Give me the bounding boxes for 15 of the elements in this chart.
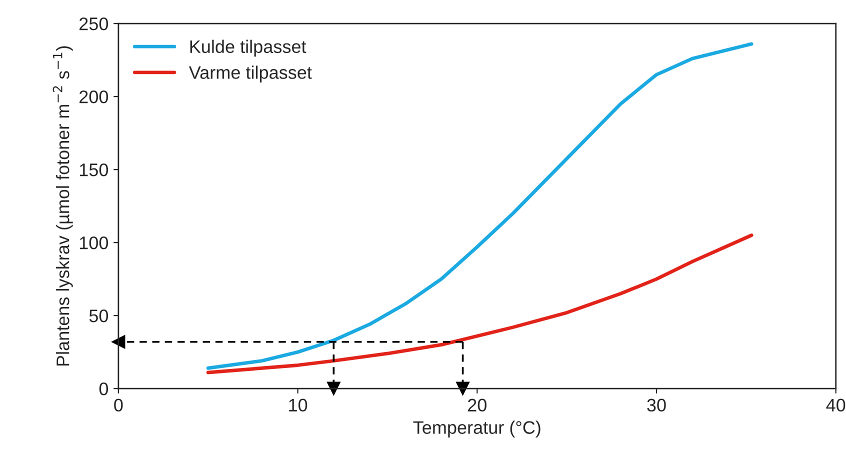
y-axis-title: Plantens lyskrav (µmol fotoner m$^{−2}$ s$^{−1}$)	[52, 46, 73, 366]
x-tick-label: 40	[826, 398, 846, 412]
x-tick-label: 10	[289, 398, 308, 412]
y-tick-label: 100	[80, 236, 108, 250]
legend-label: Varme tilpasset	[188, 66, 312, 82]
x-tick-label: 0	[114, 398, 123, 412]
y-tick-label: 0	[99, 382, 108, 396]
x-tick-label: 30	[647, 398, 666, 412]
y-tick-label: 250	[80, 17, 108, 30]
x-tick-label: 20	[468, 398, 486, 412]
y-tick-label: 200	[80, 90, 108, 104]
x-axis-title: Temperatur (°C)	[413, 420, 540, 438]
y-tick-label: 50	[89, 310, 108, 322]
legend-label: Kulde tilpasset	[190, 40, 306, 57]
y-tick-label: 150	[80, 163, 108, 176]
